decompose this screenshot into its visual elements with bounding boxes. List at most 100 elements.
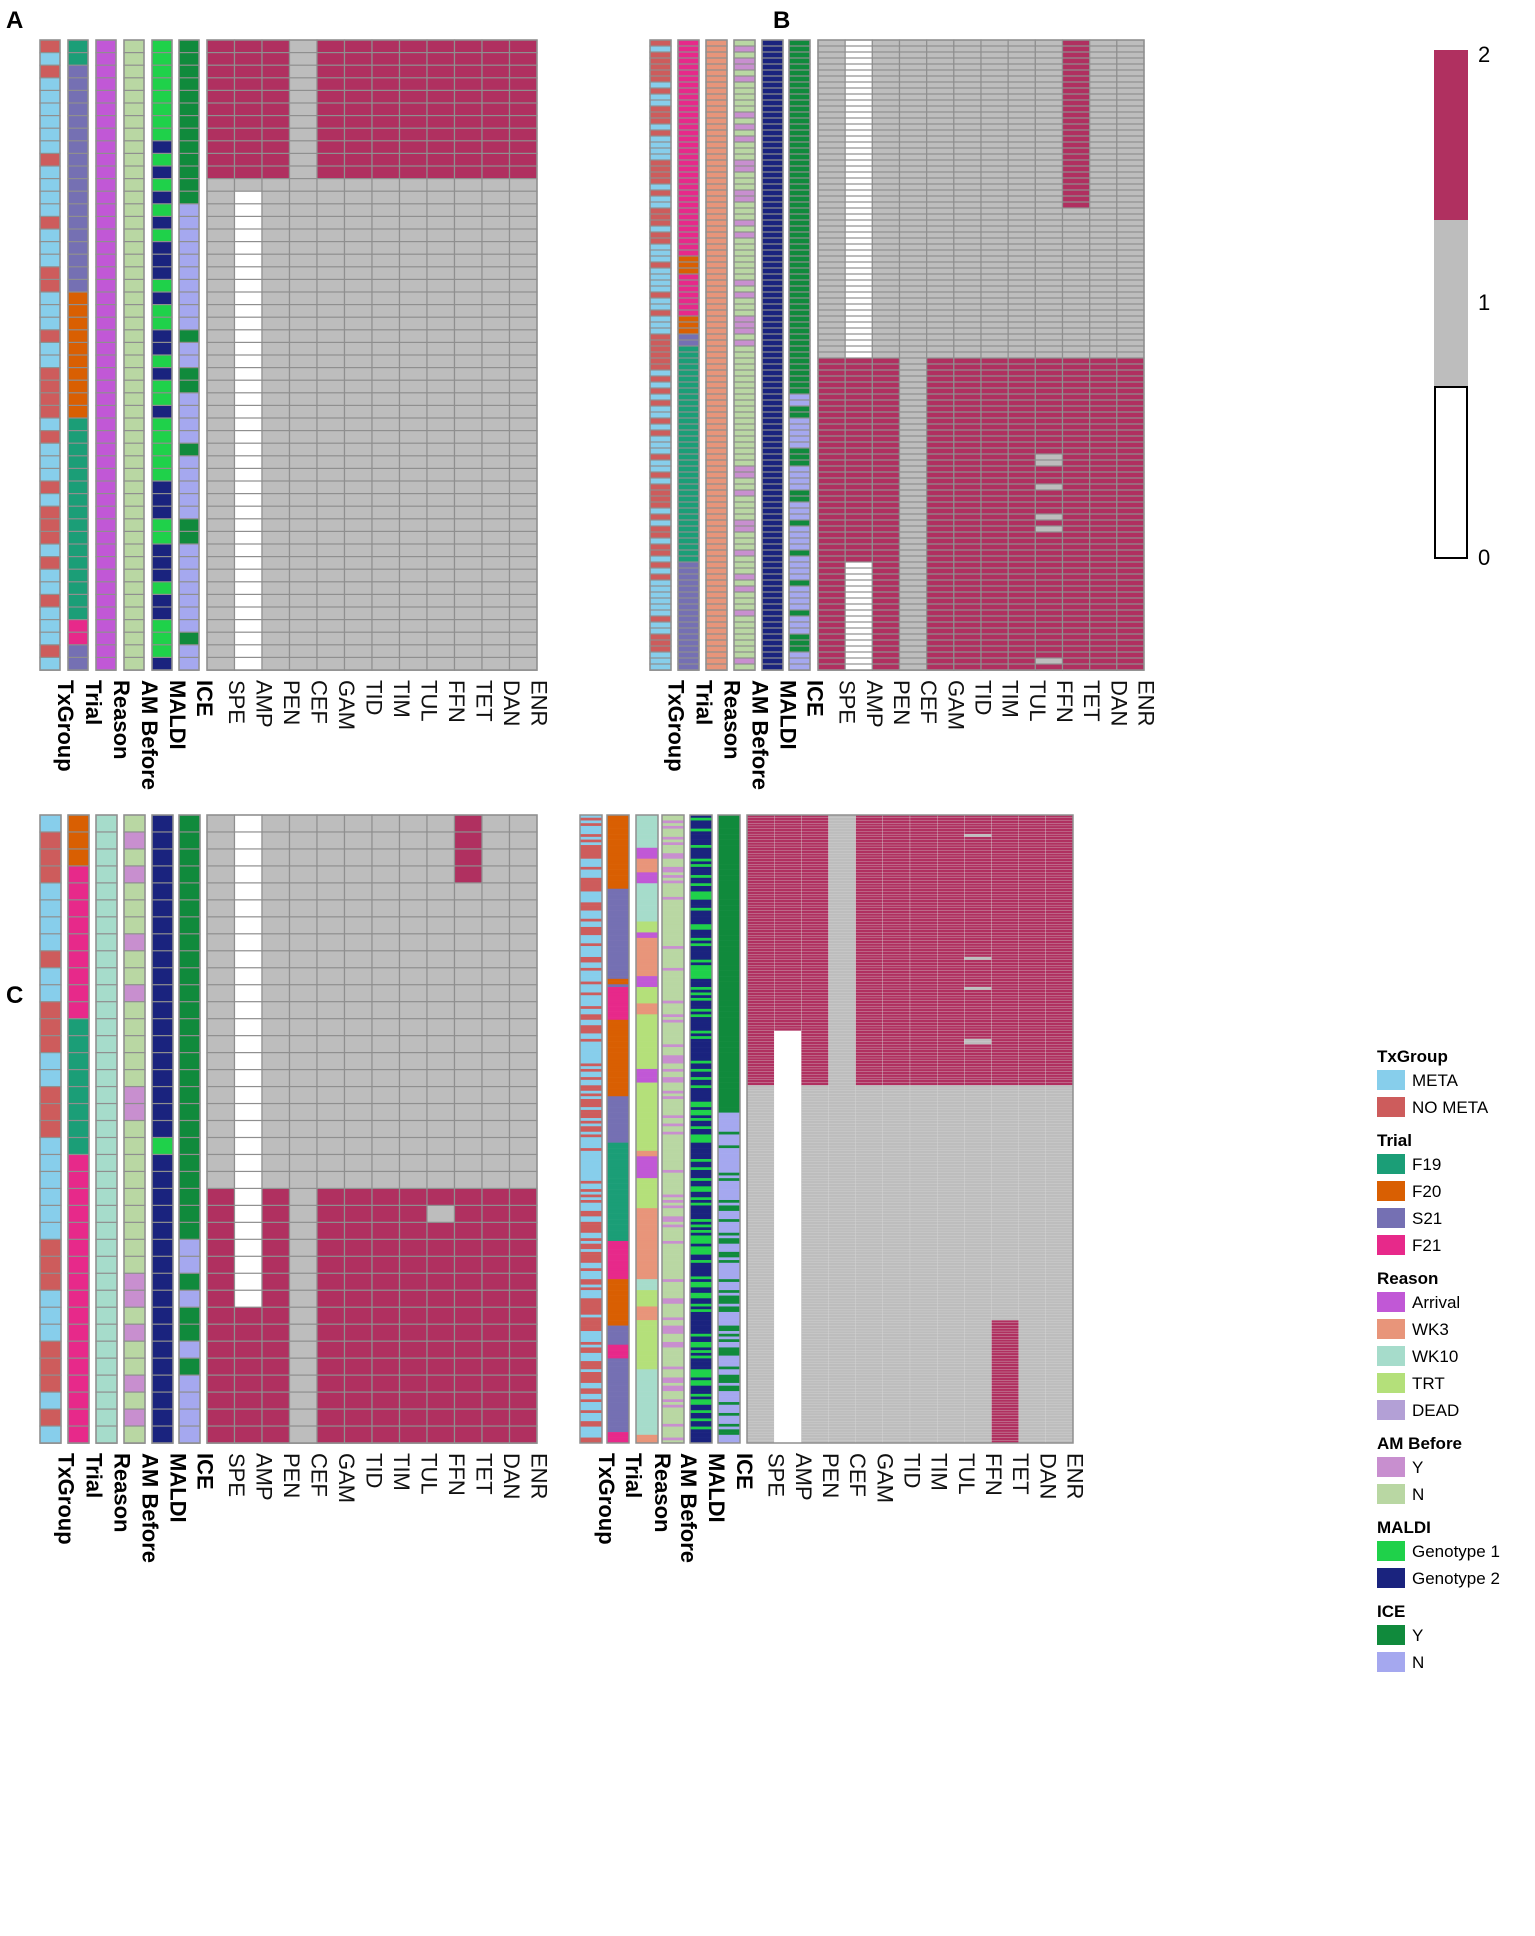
annotation-cell <box>123 64 145 79</box>
heatmap-cell <box>316 618 346 634</box>
heatmap-cell <box>453 593 483 608</box>
annotation-cell <box>67 127 89 142</box>
heatmap-cell <box>288 814 318 833</box>
heatmap-cell <box>508 865 538 884</box>
annotation-cell <box>662 850 684 854</box>
heatmap-cell <box>316 831 346 850</box>
heatmap-cell <box>426 367 456 382</box>
annotation-cell <box>607 935 629 939</box>
annotation-cell <box>761 39 784 47</box>
heatmap-cell <box>1034 411 1064 419</box>
heatmap-cell <box>426 379 456 394</box>
annotation-cell <box>677 369 700 377</box>
heatmap-cell <box>508 631 538 646</box>
annotation-cell <box>123 865 146 884</box>
heatmap-cell <box>817 579 846 587</box>
drug-label-tim: TIM <box>389 1453 414 1491</box>
heatmap-cell <box>746 864 775 868</box>
heatmap-cell <box>261 140 291 155</box>
heatmap-cell <box>453 984 483 1003</box>
annotation-cell <box>580 1238 602 1242</box>
heatmap-cell <box>343 51 373 67</box>
annotation-cell <box>607 921 629 925</box>
heatmap-cell <box>844 87 873 95</box>
heatmap-cell <box>844 477 873 485</box>
heatmap-cell <box>953 189 982 197</box>
annotation-cell <box>580 973 602 977</box>
heatmap-cell <box>426 1306 456 1326</box>
annotation-cell <box>662 951 684 955</box>
annotation-cell <box>580 1052 602 1056</box>
annotation-cell <box>761 519 784 527</box>
heatmap-cell <box>343 618 373 634</box>
annotation-cell <box>705 423 728 431</box>
heatmap-cell <box>953 315 982 323</box>
heatmap-cell <box>343 316 373 331</box>
annotation-label-trial: Trial <box>82 1453 107 1498</box>
heatmap-cell <box>343 984 373 1003</box>
annotation-cell <box>677 177 700 185</box>
annotation-cell <box>761 471 784 479</box>
heatmap-cell <box>1116 357 1145 365</box>
heatmap-cell <box>1116 537 1145 545</box>
annotation-cell <box>580 1382 602 1386</box>
heatmap-cell <box>343 241 373 256</box>
heatmap-cell <box>1061 513 1091 521</box>
annotation-cell <box>178 984 201 1003</box>
annotation-label-trial: Trial <box>81 680 106 725</box>
heatmap-cell <box>481 291 511 306</box>
heatmap-cell <box>233 882 263 901</box>
annotation-cell <box>662 1060 684 1064</box>
annotation-cell <box>718 1434 740 1438</box>
heatmap-cell <box>426 618 456 634</box>
annotation-cell <box>690 1137 712 1141</box>
annotation-cell <box>690 872 712 876</box>
annotation-cell <box>690 1339 712 1343</box>
annotation-cell <box>662 929 684 933</box>
heatmap-cell <box>481 1018 511 1037</box>
annotation-cell <box>705 567 728 575</box>
annotation-cell <box>39 392 61 407</box>
heatmap-cell <box>926 513 955 521</box>
annotation-cell <box>580 1118 602 1122</box>
annotation-cell <box>690 1115 712 1119</box>
annotation-cell <box>580 1404 602 1408</box>
annotation-cell <box>636 905 658 909</box>
heatmap-cell <box>508 404 538 419</box>
heatmap-cell <box>926 93 955 101</box>
annotation-cell <box>123 543 145 558</box>
heatmap-cell <box>1007 315 1036 323</box>
heatmap-cell <box>844 555 873 563</box>
heatmap-cell <box>844 213 873 221</box>
annotation-cell <box>662 1377 684 1381</box>
heatmap-cell <box>453 467 483 482</box>
heatmap-cell <box>898 639 928 647</box>
annotation-cell <box>39 64 61 79</box>
annotation-cell <box>662 1008 684 1012</box>
heatmap-cell <box>980 381 1009 389</box>
heatmap-cell <box>371 1272 401 1292</box>
heatmap-cell <box>926 501 955 509</box>
heatmap-cell <box>453 1391 483 1410</box>
heatmap-cell <box>1089 219 1118 227</box>
annotation-cell <box>580 929 602 933</box>
annotation-cell <box>788 255 811 263</box>
annotation-cell <box>39 266 61 281</box>
annotation-cell <box>718 943 740 947</box>
heatmap-cell <box>871 477 901 485</box>
annotation-cell <box>733 39 756 47</box>
annotation-cell <box>733 591 756 599</box>
heatmap-cell <box>261 518 291 533</box>
annotation-cell <box>607 946 629 950</box>
heatmap-cell <box>844 357 873 365</box>
annotation-cell <box>607 1374 629 1378</box>
annotation-cell <box>580 1232 602 1236</box>
heatmap-cell <box>508 1374 538 1393</box>
heatmap-cell <box>371 341 401 356</box>
heatmap-cell <box>1034 633 1064 641</box>
annotation-cell <box>636 1216 658 1220</box>
annotation-cell <box>690 1434 712 1438</box>
annotation-cell <box>788 447 811 455</box>
heatmap-cell <box>926 537 955 545</box>
annotation-cell <box>151 882 174 901</box>
